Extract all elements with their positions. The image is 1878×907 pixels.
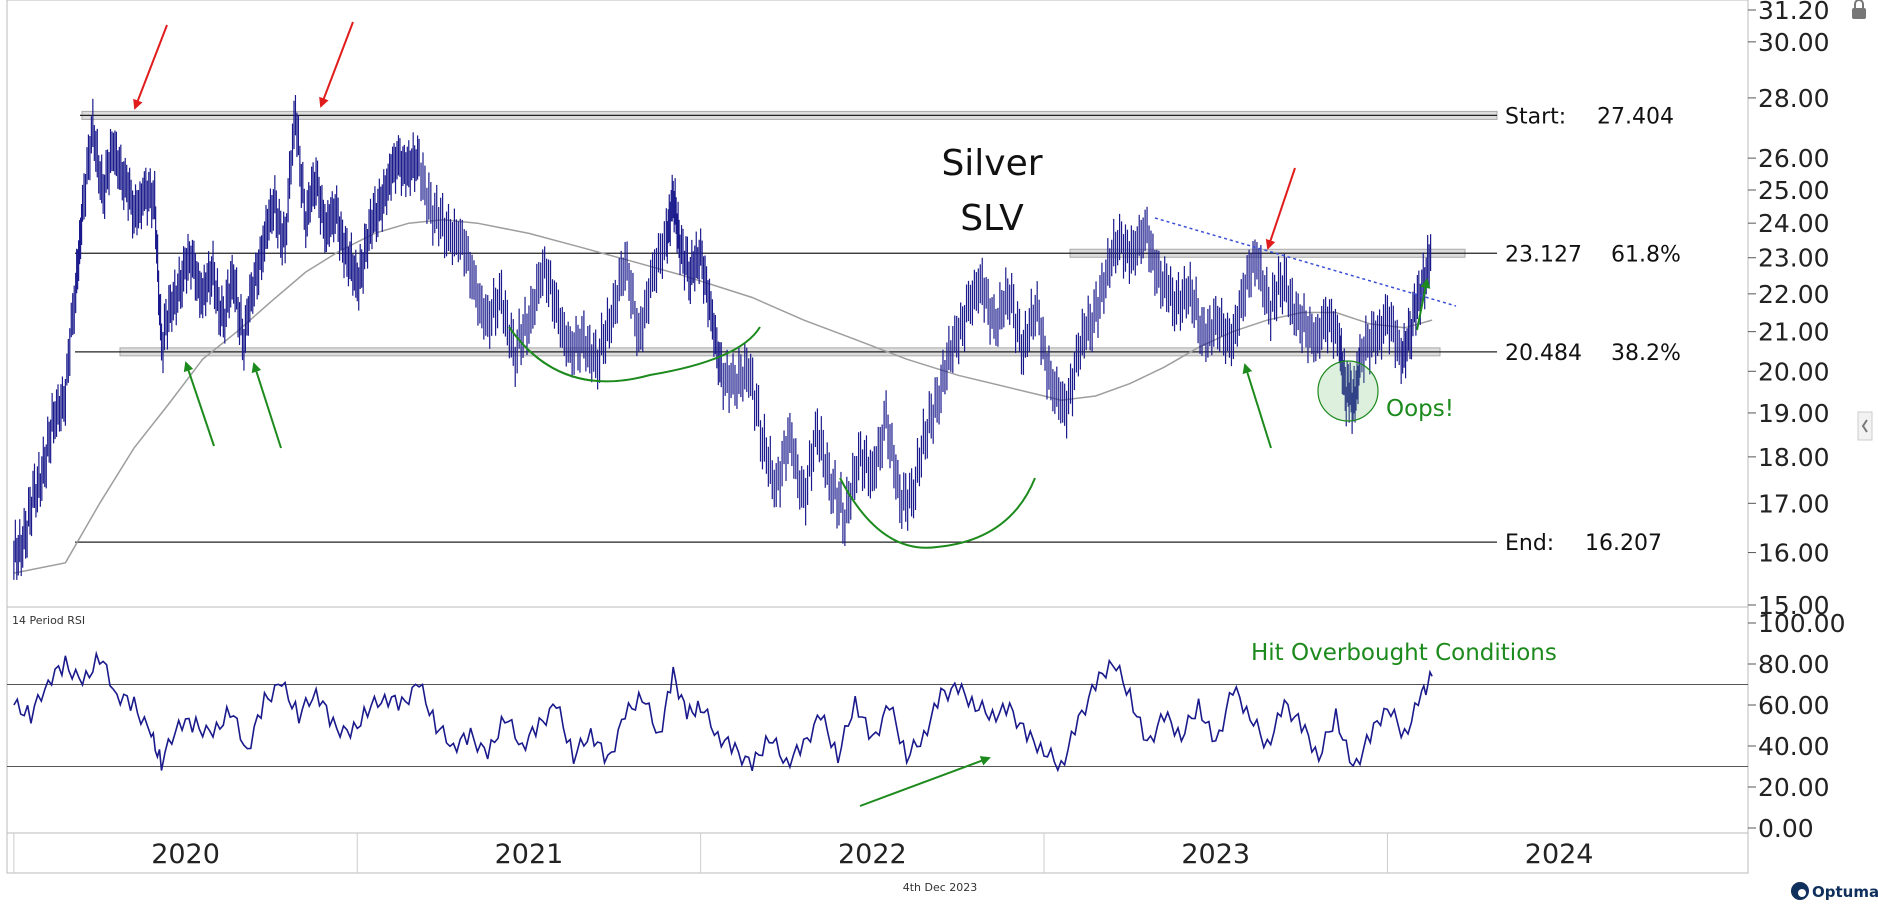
- price-axis-label: 30.00: [1758, 28, 1830, 57]
- chart-frame: [6, 0, 1749, 874]
- price-axis-label: 22.00: [1758, 280, 1830, 309]
- year-label: 2022: [838, 839, 907, 870]
- price-axis: 31.20 30.00 28.00 26.00 25.00 24.00 23.00 22.00…: [1748, 0, 1830, 620]
- red-arrow: [1265, 167, 1296, 250]
- price-axis-label: 21.00: [1758, 318, 1830, 347]
- green-arrow: [1416, 278, 1431, 331]
- price-axis-label: 15.00: [1758, 591, 1830, 620]
- rsi-axis-label: 0.00: [1758, 814, 1814, 843]
- red-arrow: [133, 24, 168, 110]
- collapse-panel-icon[interactable]: [1857, 411, 1873, 441]
- year-label: 2024: [1525, 839, 1594, 870]
- price-axis-label: 24.00: [1758, 209, 1830, 238]
- lock-icon[interactable]: [1852, 0, 1866, 19]
- rounding-arc: [839, 477, 1036, 549]
- date-axis: 2020 2021 2022 2023 2024: [13, 833, 1594, 873]
- green-arrow: [1242, 363, 1272, 449]
- year-label: 2023: [1181, 839, 1250, 870]
- rsi-label: 14 Period RSI: [12, 614, 85, 627]
- rounding-arc: [508, 326, 761, 383]
- chart-subtitle: SLV: [960, 198, 1024, 239]
- price-axis-label: 25.00: [1758, 176, 1830, 205]
- oops-circle: [1317, 360, 1379, 422]
- rsi-line: [13, 650, 1433, 773]
- level-value: 38.2%: [1611, 341, 1681, 366]
- annotations: [133, 21, 1457, 807]
- green-arrow: [183, 361, 215, 447]
- price-axis-label: 19.00: [1758, 399, 1830, 428]
- green-arrow: [251, 362, 282, 449]
- rsi-axis-label: 20.00: [1758, 773, 1830, 802]
- price-axis-label: 18.00: [1758, 443, 1830, 472]
- price-axis-label: 16.00: [1758, 539, 1830, 568]
- rsi-axis-label: 100.00: [1758, 609, 1845, 638]
- price-axis-label: 20.00: [1758, 357, 1830, 386]
- level-value: 27.404: [1597, 104, 1674, 129]
- rsi-axis-label: 60.00: [1758, 691, 1830, 720]
- rsi-axis: 100.00 80.00 60.00 40.00 20.00 0.00: [1748, 609, 1845, 843]
- level-value: 61.8%: [1611, 242, 1681, 267]
- price-axis-label: 31.20: [1758, 0, 1830, 25]
- level-label: 20.484: [1505, 341, 1582, 366]
- price-axis-label: 17.00: [1758, 489, 1830, 518]
- level-value: 16.207: [1585, 531, 1662, 556]
- year-label: 2020: [151, 839, 220, 870]
- oops-label: Oops!: [1386, 396, 1454, 422]
- price-panel: Start: 27.404 23.127 61.8% 20.484 38.2% End: 16…: [13, 95, 1681, 580]
- level-label: End:: [1505, 531, 1554, 556]
- price-axis-label: 23.00: [1758, 244, 1830, 273]
- year-label: 2021: [495, 839, 564, 870]
- rsi-axis-label: 40.00: [1758, 732, 1830, 761]
- price-axis-label: 28.00: [1758, 84, 1830, 113]
- chart-title: Silver: [941, 143, 1042, 184]
- green-arrow: [859, 756, 991, 807]
- level-label: 23.127: [1505, 242, 1582, 267]
- level-label: Start:: [1505, 104, 1566, 129]
- rsi-panel: [7, 650, 1748, 773]
- red-arrow: [319, 21, 354, 108]
- footer-brand: Optuma: [1812, 883, 1878, 901]
- rsi-axis-label: 80.00: [1758, 650, 1830, 679]
- optuma-logo: Optuma: [1791, 882, 1878, 901]
- trendline: [1154, 217, 1457, 307]
- price-axis-label: 26.00: [1758, 144, 1830, 173]
- rsi-annotation: Hit Overbought Conditions: [1251, 640, 1557, 666]
- footer-date: 4th Dec 2023: [903, 881, 978, 894]
